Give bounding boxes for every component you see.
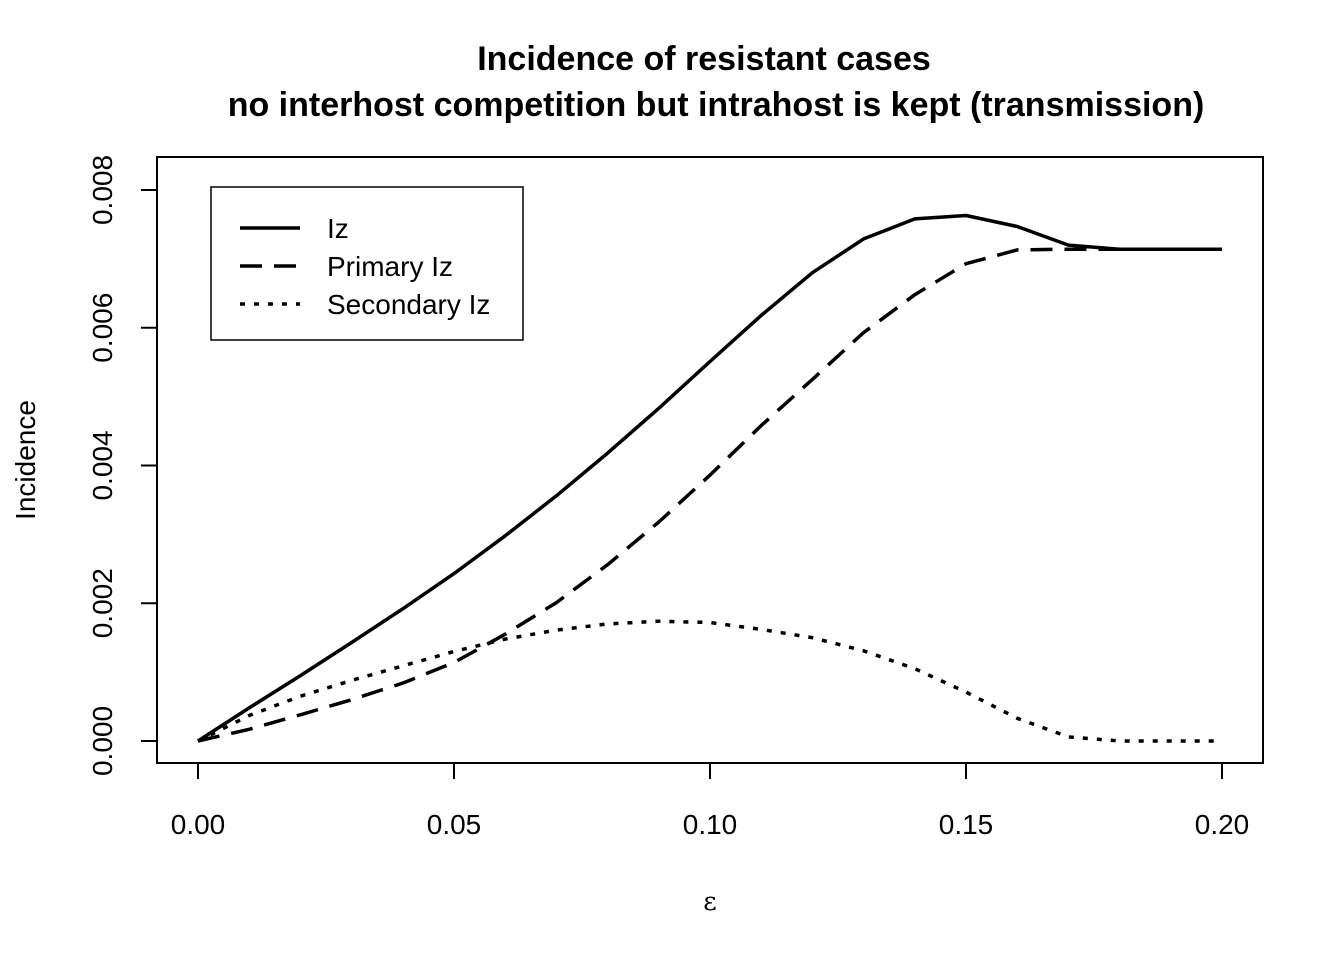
y-tick-label: 0.000	[87, 706, 118, 776]
series-line-1	[197, 247, 1222, 743]
x-tick-label: 0.20	[1195, 809, 1250, 840]
y-axis-label: Incidence	[10, 400, 41, 520]
x-tick-label: 0.10	[683, 809, 738, 840]
chart-subtitle: no interhost competition but intrahost i…	[228, 86, 1205, 124]
x-tick-label: 0.15	[939, 809, 994, 840]
legend-label-2: Secondary Iz	[327, 289, 490, 320]
y-tick-label: 0.004	[87, 430, 118, 500]
legend: Iz Primary Iz Secondary Iz	[210, 186, 524, 341]
x-axis: 0.00 0.05 0.10 0.15 0.20	[171, 762, 1250, 840]
y-axis: 0.000 0.002 0.004 0.006 0.008	[87, 155, 158, 776]
series-line-0	[197, 213, 1222, 743]
y-tick-label: 0.002	[87, 568, 118, 638]
chart-title: Incidence of resistant cases	[477, 40, 931, 78]
legend-box	[210, 186, 524, 341]
x-axis-label: ε	[703, 887, 716, 917]
x-tick-label: 0.00	[171, 809, 226, 840]
y-tick-label: 0.008	[87, 155, 118, 225]
series-layer	[197, 213, 1222, 743]
series-line-2	[197, 619, 1222, 743]
legend-label-1: Primary Iz	[327, 251, 453, 282]
y-tick-label: 0.006	[87, 293, 118, 363]
legend-label-0: Iz	[327, 213, 349, 244]
x-tick-label: 0.05	[427, 809, 482, 840]
